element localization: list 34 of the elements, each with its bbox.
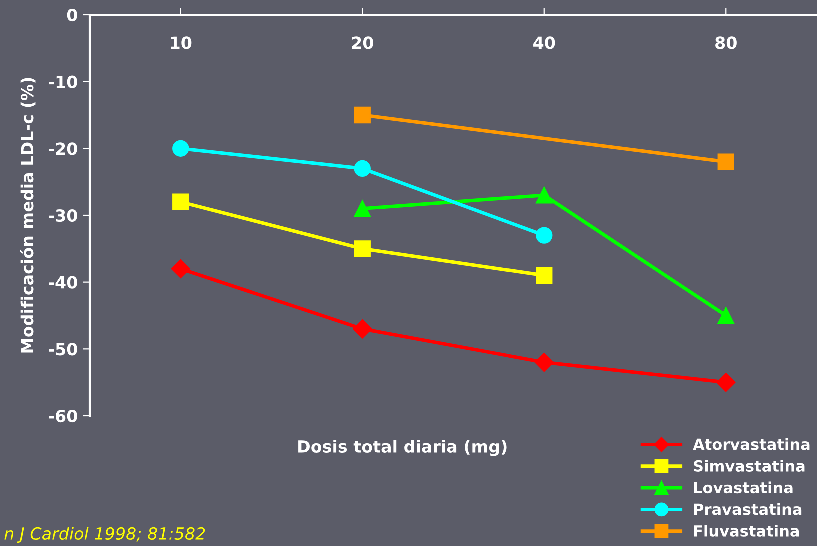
legend-label: Pravastatina	[694, 503, 802, 516]
y-tick-label: -20	[48, 142, 78, 156]
point	[536, 267, 553, 284]
point	[716, 373, 736, 392]
y-tick-label: 0	[67, 8, 78, 22]
y-tick-label: -50	[48, 343, 78, 356]
y-axis-title: Modificación media LDL-c (%)	[20, 78, 36, 353]
legend-label: Simvastatina	[694, 460, 805, 472]
legend-label: Atorvastatina	[693, 438, 810, 450]
y-tick-label: -40	[48, 276, 78, 289]
x-tick-label: 40	[534, 36, 556, 50]
point	[353, 320, 372, 339]
x-axis-title: Dosis total diaria (mg)	[298, 440, 507, 456]
point	[172, 194, 190, 210]
point	[536, 227, 553, 244]
point	[354, 200, 371, 218]
x-tick-label: 80	[716, 36, 737, 50]
point	[354, 106, 371, 124]
point	[718, 307, 734, 324]
point	[354, 160, 371, 178]
point	[718, 154, 734, 170]
point	[172, 140, 190, 157]
text: n J Cardiol 1998; 81:582	[4, 527, 206, 544]
legend-label: Lovastatina	[694, 482, 793, 494]
y-tick-label: -10	[48, 76, 78, 88]
x-tick-label: 20	[352, 36, 374, 50]
point	[354, 240, 371, 258]
point	[536, 187, 553, 204]
x-tick-label: 10	[171, 36, 192, 50]
y-tick-label: -60	[48, 410, 78, 423]
y-tick-label: -30	[48, 209, 78, 222]
point	[171, 259, 190, 278]
point	[534, 353, 554, 372]
legend-label: Fluvastatina	[694, 525, 800, 537]
